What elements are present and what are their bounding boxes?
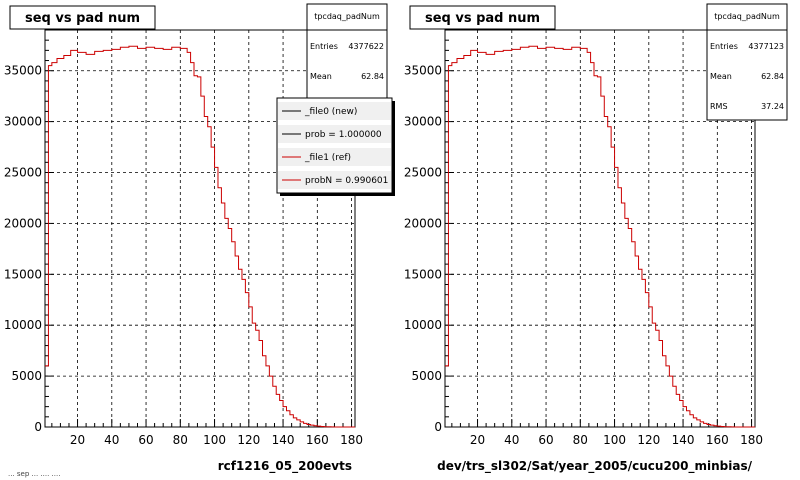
x-axis-label: rcf1216_05_200evts [218,459,352,474]
stats-value: 62.84 [361,72,384,81]
legend-row-bg [278,125,391,143]
y-tick-label: 35000 [4,64,42,78]
stats-value: 62.84 [761,72,784,81]
legend-label: prob = 1.000000 [305,130,382,140]
stats-label: Entries [710,42,738,51]
x-tick-label: 60 [138,433,153,447]
x-tick-label: 100 [603,433,626,447]
x-tick-label: 20 [470,433,485,447]
footer-text: ... sep ... .... .... [8,470,60,478]
y-tick-label: 0 [34,420,42,434]
legend-row-bg [278,102,391,120]
y-tick-label: 10000 [4,318,42,332]
stats-label: Mean [310,72,332,81]
stats-value: 4377622 [348,42,384,51]
stats-name: tpcdaq_padNum [314,12,380,21]
x-tick-label: 100 [203,433,226,447]
stats-value: 4377123 [748,42,784,51]
chart-title: seq vs pad num [25,11,140,26]
series-line-1 [445,45,755,428]
stats-label: Mean [710,72,732,81]
legend-row-bg [278,148,391,166]
legend-label: _file1 (ref) [304,153,351,163]
x-tick-label: 40 [104,433,119,447]
legend-row-bg [278,171,391,189]
y-tick-label: 0 [434,420,442,434]
y-tick-label: 30000 [4,115,42,129]
plot-frame [44,29,356,428]
chart-title: seq vs pad num [425,11,540,26]
y-tick-label: 20000 [404,216,442,230]
x-tick-label: 160 [306,433,329,447]
stats-name: tpcdaq_padNum [714,12,780,21]
y-tick-label: 15000 [404,267,442,281]
legend-label: _file0 (new) [304,107,357,117]
chart-panel-1: 20 40 60 80 100 120 140 160 180 0 5000 10000 15000 20… [4,3,395,474]
x-axis-label: dev/trs_sl302/Sat/year_2005/cucu200_minb… [437,459,753,474]
stats-label: Entries [310,42,338,51]
y-tick-label: 30000 [404,115,442,129]
x-tick-label: 140 [672,433,695,447]
stats-value: 37.24 [761,102,784,111]
y-tick-label: 35000 [404,64,442,78]
x-tick-label: 180 [340,433,363,447]
stats-box [706,3,788,121]
y-tick-label: 25000 [4,166,42,180]
x-tick-label: 80 [173,433,188,447]
y-tick-label: 5000 [411,369,442,383]
title-box [9,5,156,30]
y-tick-label: 5000 [11,369,42,383]
x-tick-label: 120 [237,433,260,447]
legend-label: probN = 0.990601 [305,176,388,186]
y-tick-label: 10000 [404,318,442,332]
x-tick-label: 120 [637,433,660,447]
x-tick-label: 40 [504,433,519,447]
y-tick-label: 15000 [4,267,42,281]
chart-panel-2: 20 40 60 80 100 120 140 160 180 0 5000 10000 15000 20… [404,3,788,474]
x-tick-label: 160 [706,433,729,447]
x-tick-label: 60 [538,433,553,447]
x-tick-label: 20 [70,433,85,447]
title-box [409,5,556,30]
plot-frame [444,29,756,428]
stats-label: RMS [710,102,728,111]
series-line-1 [45,45,355,428]
x-tick-label: 140 [272,433,295,447]
x-tick-label: 80 [573,433,588,447]
x-tick-label: 180 [740,433,763,447]
y-tick-label: 20000 [4,216,42,230]
y-tick-label: 25000 [404,166,442,180]
